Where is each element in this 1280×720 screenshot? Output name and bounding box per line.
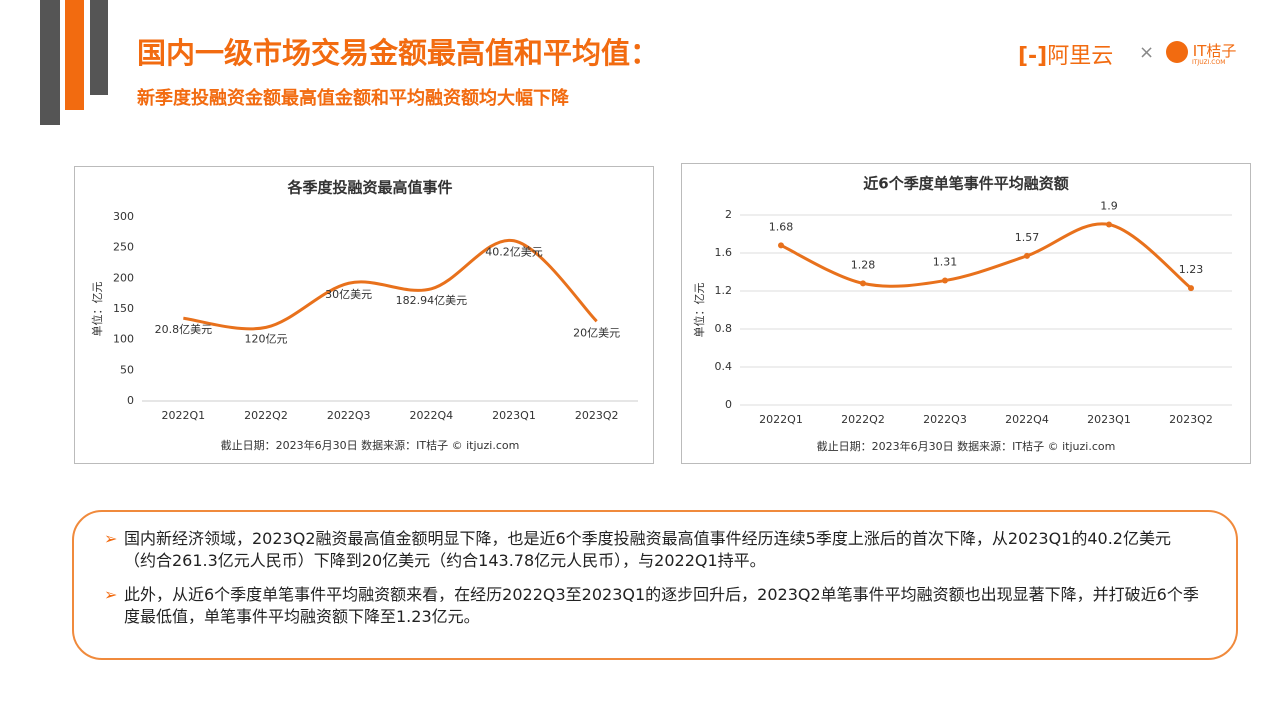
- x-tick-label: 2023Q2: [1169, 413, 1213, 426]
- value-label: 1.28: [851, 258, 876, 271]
- y-tick-label: 100: [113, 333, 134, 346]
- logo-text: IT桔子: [1192, 42, 1237, 60]
- y-tick-label: 1.6: [715, 246, 733, 259]
- x-tick-label: 2022Q2: [841, 413, 885, 426]
- marker: [1106, 221, 1112, 228]
- x-tick-label: 2022Q1: [162, 409, 206, 422]
- value-label: 20.8亿美元: [155, 323, 213, 336]
- title: 国内一级市场交易金额最高值和平均值：: [137, 36, 660, 70]
- value-label: 1.9: [1100, 200, 1118, 213]
- logo: [-]阿里云: [1018, 44, 1114, 69]
- value-label: 182.94亿美元: [396, 294, 468, 307]
- logo: IT桔子 ITJUZI.COM: [1166, 40, 1236, 66]
- chart-frame: [74, 166, 654, 464]
- line: [780, 222, 1192, 290]
- chart-title: 近6个季度单笔事件平均融资额: [863, 175, 1068, 193]
- line: [183, 238, 598, 331]
- value-label: 1.68: [769, 220, 794, 233]
- y-tick-label: 150: [113, 302, 134, 315]
- y-tick-label: 1.2: [715, 284, 733, 297]
- x-tick-label: 2023Q2: [575, 409, 619, 422]
- y-tick-label: 0.4: [715, 360, 733, 373]
- x-tick-label: 2022Q3: [923, 413, 967, 426]
- value-label: 40.2亿美元: [485, 246, 543, 259]
- y-tick-label: 0.8: [715, 322, 733, 335]
- decor-bar: [40, 0, 60, 125]
- logo-sep: ×: [1139, 42, 1155, 63]
- source: 截止日期：2023年6月30日 数据来源：IT桔子 © itjuzi.com: [817, 439, 1116, 453]
- logo-text: 阿里云: [1047, 44, 1114, 69]
- y-tick-label: 0: [725, 398, 732, 411]
- source: 截止日期：2023年6月30日 数据来源：IT桔子 © itjuzi.com: [221, 438, 520, 452]
- marker: [778, 242, 784, 249]
- logo-url: ITJUZI.COM: [1192, 58, 1226, 66]
- y-tick-label: 250: [113, 241, 134, 254]
- chart-title: 各季度投融资最高值事件: [286, 179, 452, 197]
- x-tick-label: 2023Q1: [492, 409, 536, 422]
- y-tick-label: 200: [113, 271, 134, 284]
- marker: [1024, 252, 1030, 259]
- value-label: 1.23: [1179, 263, 1204, 276]
- y-axis-label: 单位：亿元: [90, 282, 104, 337]
- subtitle: 新季度投融资金额最高值金额和平均融资额均大幅下降: [137, 88, 569, 109]
- x-tick-label: 2022Q4: [410, 409, 454, 422]
- value-label: 20亿美元: [573, 326, 620, 339]
- bullet: 此外，从近6个季度单笔事件平均融资额来看，在经历2022Q3至2023Q1的逐步…: [104, 584, 1202, 628]
- decor-bar: [90, 0, 108, 95]
- value-label: 1.31: [933, 256, 958, 269]
- x-tick-label: 2022Q4: [1005, 413, 1049, 426]
- marker: [1188, 285, 1194, 292]
- y-tick-label: 0: [127, 394, 134, 407]
- x-tick-label: 2023Q1: [1087, 413, 1131, 426]
- x-tick-label: 2022Q3: [327, 409, 371, 422]
- chart-frame: [681, 163, 1251, 464]
- marker: [942, 277, 948, 284]
- value-label: 120亿元: [245, 332, 288, 345]
- y-tick-label: 300: [113, 210, 134, 223]
- value-label: 1.57: [1015, 231, 1040, 244]
- value-label: 30亿美元: [325, 288, 372, 301]
- decor-bar: [65, 0, 84, 110]
- y-tick-label: 50: [120, 363, 134, 376]
- y-axis-label: 单位：亿元: [692, 283, 706, 338]
- marker: [860, 280, 866, 287]
- x-tick-label: 2022Q1: [759, 413, 803, 426]
- y-tick-label: 2: [725, 208, 732, 221]
- summary-box: 国内新经济领域，2023Q2融资最高值金额明显下降，也是近6个季度投融资最高值事…: [72, 510, 1238, 660]
- bullet: 国内新经济领域，2023Q2融资最高值金额明显下降，也是近6个季度投融资最高值事…: [104, 528, 1202, 572]
- x-tick-label: 2022Q2: [244, 409, 288, 422]
